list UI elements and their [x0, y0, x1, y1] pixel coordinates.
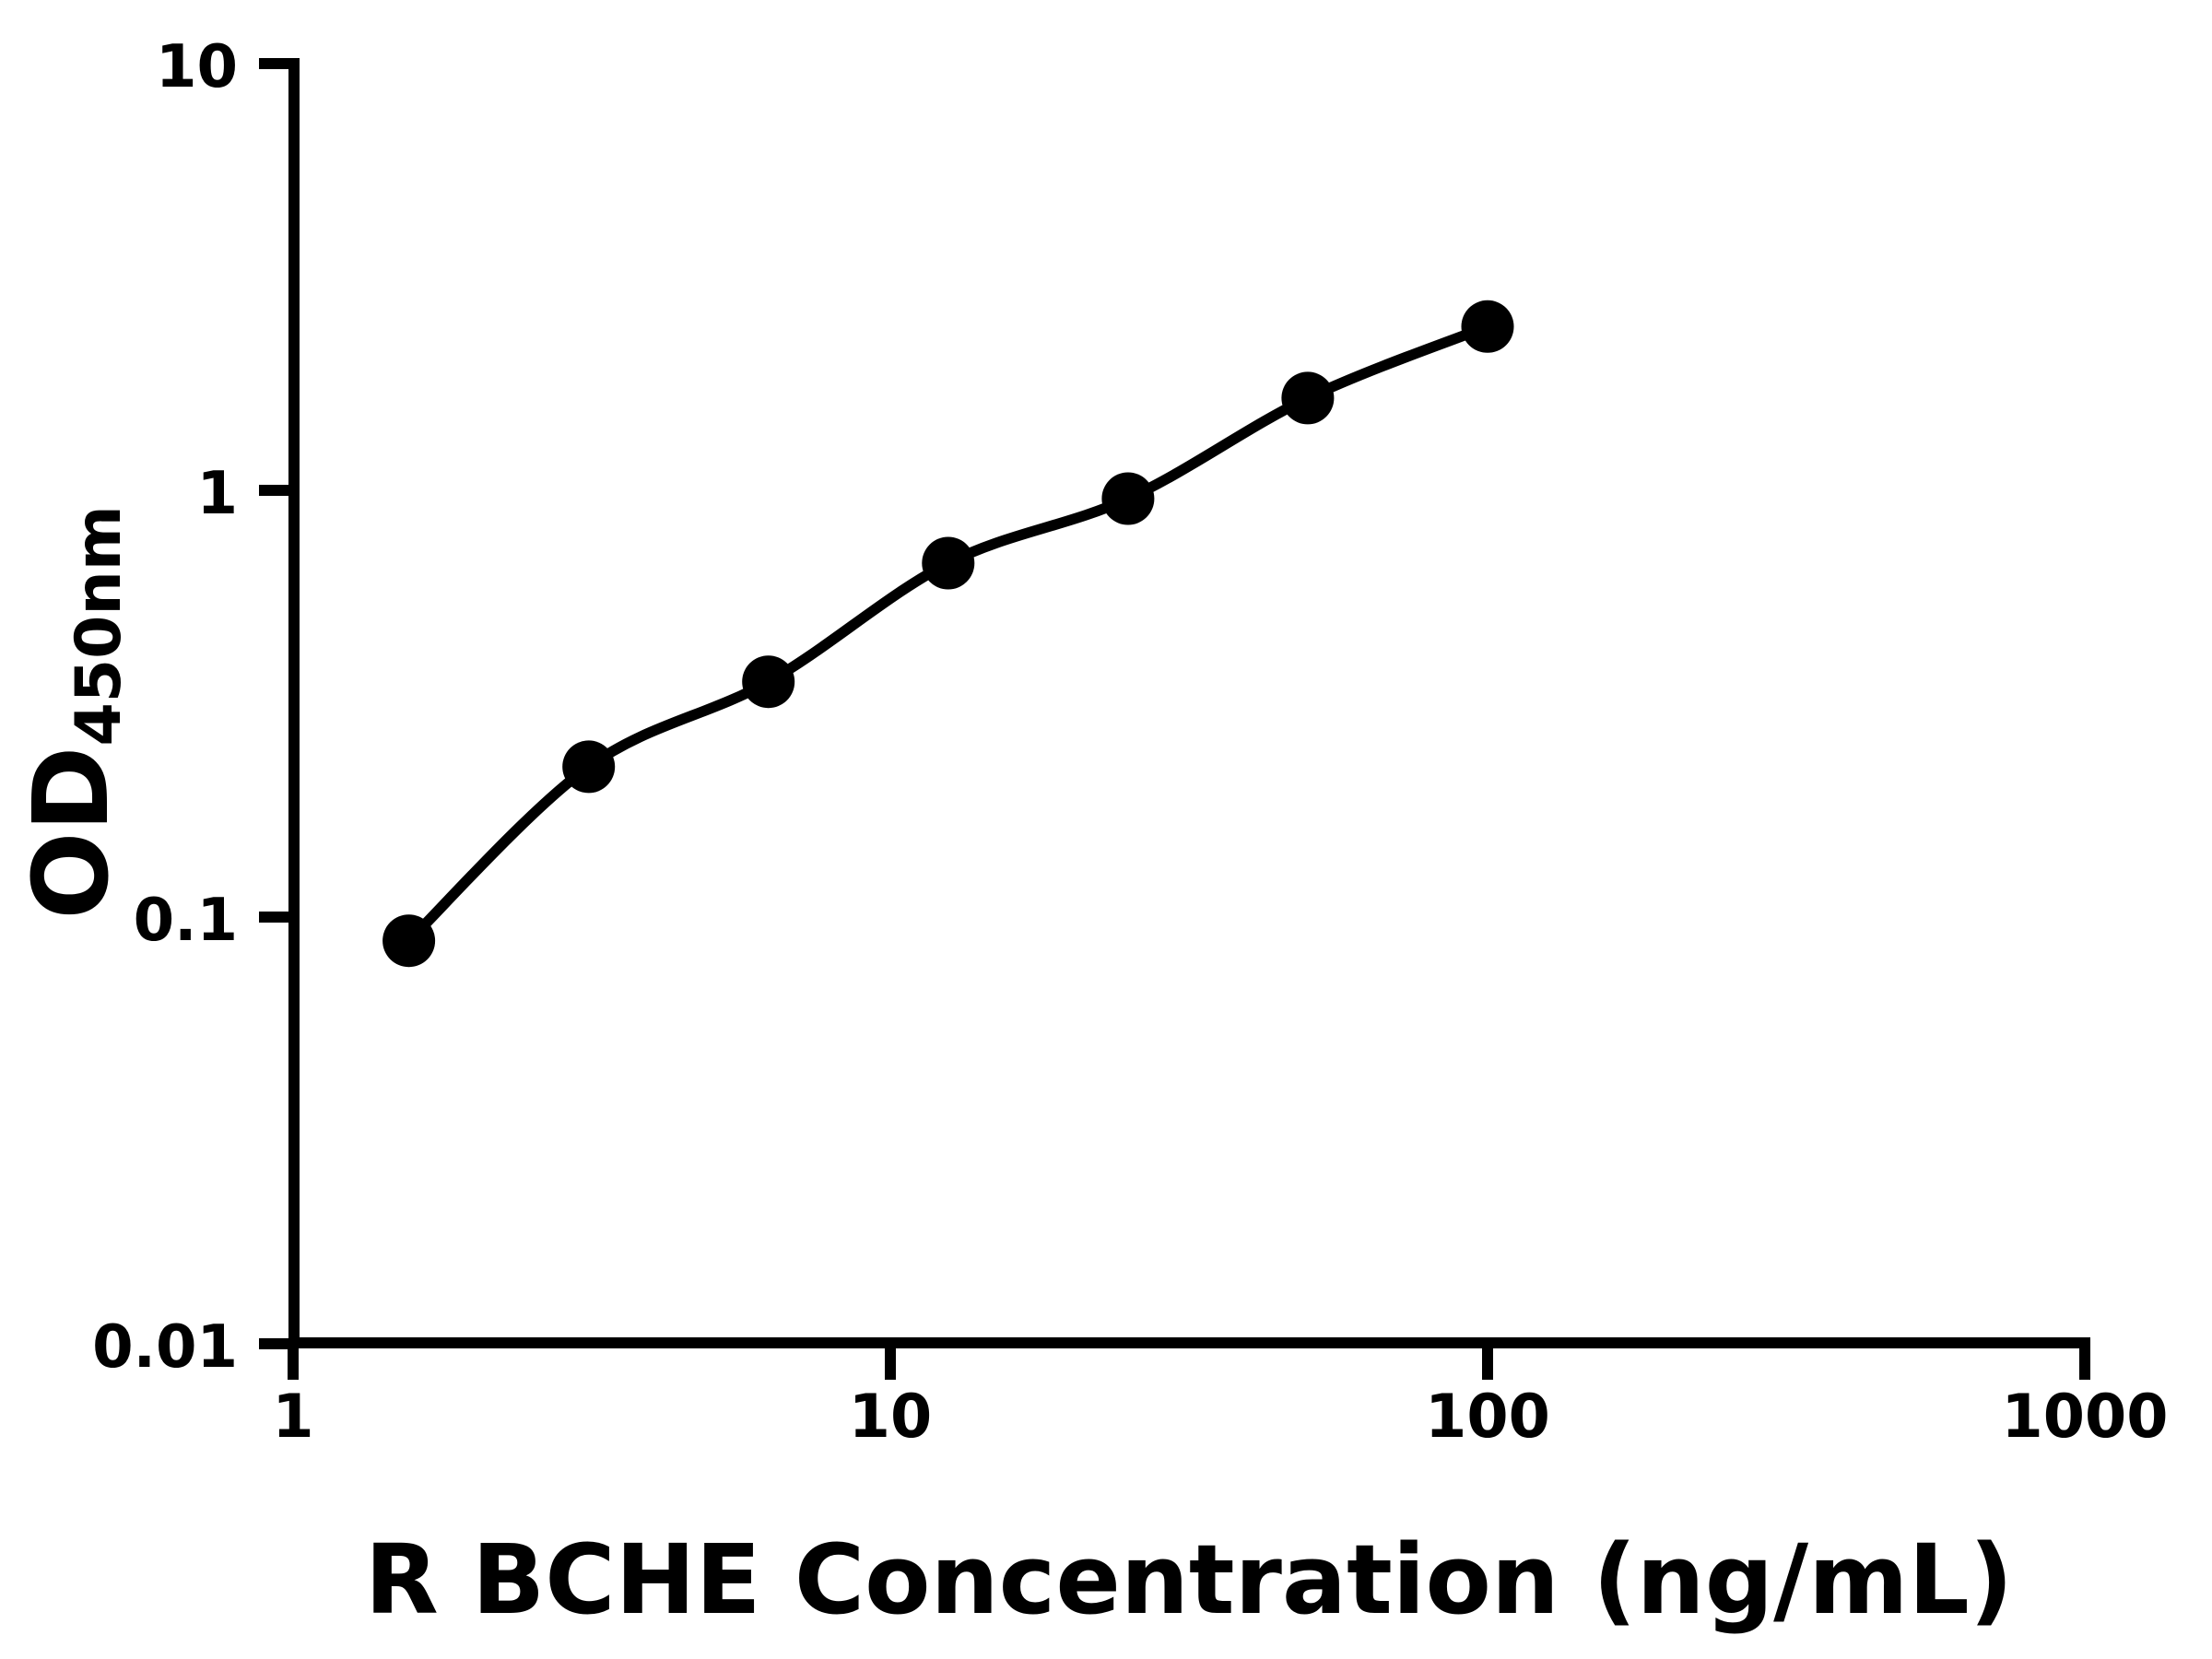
x-tick-label-1: 1 — [272, 1382, 314, 1452]
x-tick-label-10: 10 — [848, 1382, 933, 1452]
data-point-marker — [1461, 300, 1514, 353]
y-tick-label-1: 1 — [196, 460, 238, 528]
data-point-marker — [1281, 371, 1335, 425]
data-point-marker — [1101, 472, 1155, 525]
y-tick-label-10: 10 — [155, 33, 238, 101]
x-tick-label-100: 100 — [1425, 1382, 1550, 1452]
x-tick-label-1000: 1000 — [2001, 1382, 2169, 1452]
y-axis-title-main: OD — [12, 746, 132, 920]
y-axis-title: OD450nm — [3, 298, 141, 1127]
y-axis-title-subscript: 450nm — [63, 505, 135, 747]
data-point-marker — [562, 740, 616, 794]
y-tick-label-0p1: 0.1 — [133, 887, 238, 955]
data-point-marker — [382, 914, 436, 968]
fit-curve — [403, 321, 1493, 947]
x-axis-title: R BCHE Concentration (ng/mL) — [364, 1524, 2014, 1636]
data-point-marker — [742, 655, 795, 709]
y-tick-label-0p01: 0.01 — [92, 1313, 238, 1382]
data-point-marker — [922, 536, 975, 590]
